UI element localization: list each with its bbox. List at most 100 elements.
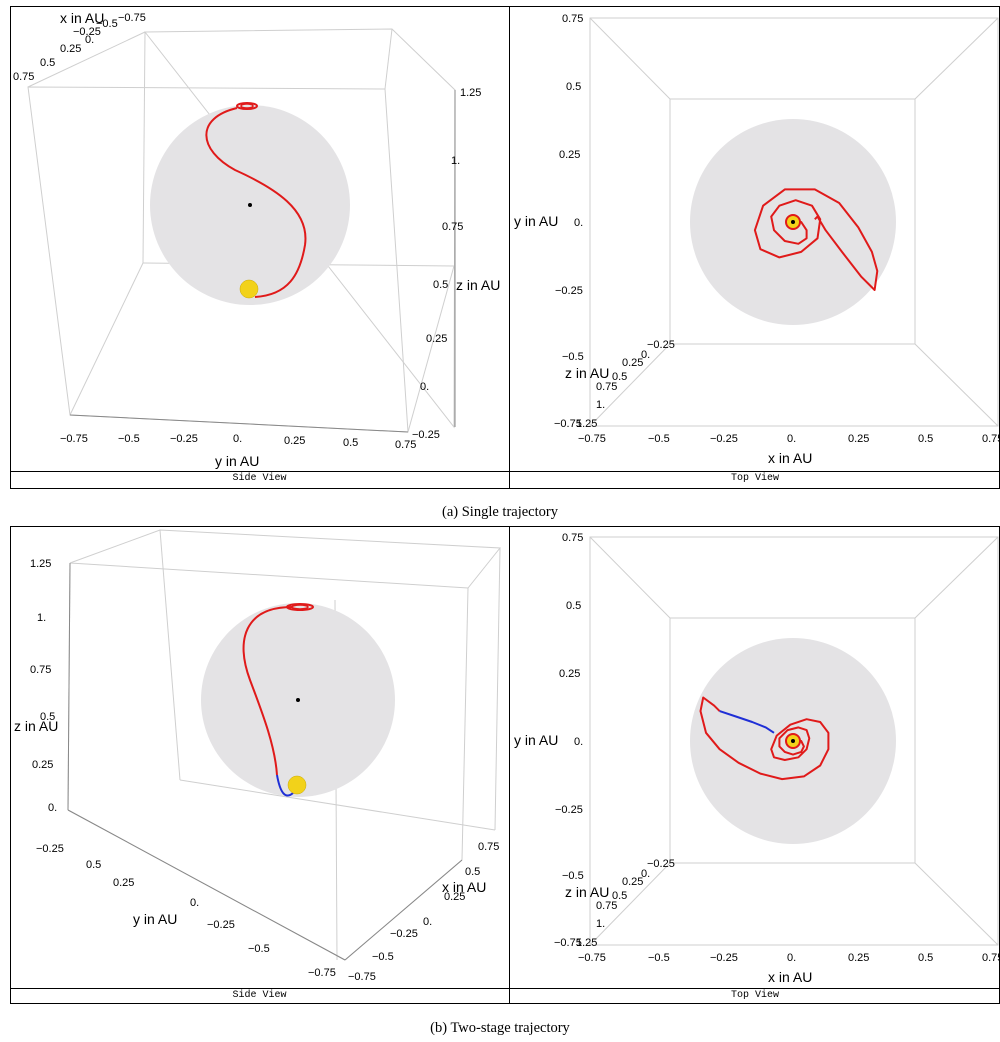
x-tick-label: 0. — [85, 34, 94, 46]
x-tick-label: 0.75 — [13, 71, 34, 83]
z-tick-label: 0.75 — [596, 381, 617, 393]
z-tick-label: −0.25 — [647, 858, 675, 870]
caption-b: (b) Two-stage trajectory — [430, 1020, 570, 1036]
y-tick-label: 0.5 — [86, 859, 101, 871]
y-tick-label: −0.25 — [170, 433, 198, 445]
z-tick-label: 0. — [420, 381, 429, 393]
z-tick-label: 0.25 — [32, 759, 53, 771]
z-tick-label: 0. — [48, 802, 57, 814]
x-tick-label: −0.25 — [73, 26, 101, 38]
x-axis-title: x in AU — [768, 969, 812, 985]
x-tick-label: −0.5 — [372, 951, 394, 963]
z-tick-label: 0.5 — [612, 890, 627, 902]
y-tick-label: 0.25 — [113, 877, 134, 889]
z-tick-label: 1.25 — [30, 558, 51, 570]
x-axis-title: x in AU — [768, 450, 812, 466]
y-tick-label: 0.75 — [395, 439, 416, 451]
z-tick-label: 0.5 — [40, 711, 55, 723]
z-tick-label: −0.25 — [647, 339, 675, 351]
y-tick-label: −0.5 — [118, 433, 140, 445]
x-tick-label: 0.5 — [40, 57, 55, 69]
figure-a-divider — [509, 6, 510, 489]
x-tick-label: −0.5 — [96, 18, 118, 30]
x-tick-label: 0.5 — [918, 952, 933, 964]
x-tick-label: 0.25 — [60, 43, 81, 55]
y-axis-title: y in AU — [133, 911, 177, 927]
z-tick-label: 0.75 — [30, 664, 51, 676]
y-tick-label: 0.25 — [284, 435, 305, 447]
y-axis-title: y in AU — [215, 453, 259, 469]
x-tick-label: 0.25 — [848, 433, 869, 445]
x-tick-label: 0. — [787, 952, 796, 964]
view-label-top: Top View — [730, 473, 779, 484]
x-tick-label: 0. — [423, 916, 432, 928]
z-tick-label: 1.25 — [460, 87, 481, 99]
y-tick-label: −0.25 — [555, 285, 583, 297]
z-tick-label: 1. — [37, 612, 46, 624]
y-tick-label: 0.25 — [559, 668, 580, 680]
x-tick-label: 0.5 — [918, 433, 933, 445]
y-axis-title: y in AU — [514, 732, 558, 748]
z-tick-label: −0.25 — [412, 429, 440, 441]
y-tick-label: 0. — [190, 897, 199, 909]
y-tick-label: 0. — [574, 736, 583, 748]
z-axis-title: z in AU — [565, 884, 609, 900]
z-tick-label: 1. — [596, 918, 605, 930]
y-tick-label: −0.5 — [562, 351, 584, 363]
caption-a: (a) Single trajectory — [442, 504, 558, 520]
z-tick-label: 0.5 — [612, 371, 627, 383]
x-tick-label: 0. — [787, 433, 796, 445]
y-tick-label: −0.5 — [248, 943, 270, 955]
view-label-top: Top View — [730, 990, 779, 1001]
z-axis-title: z in AU — [456, 277, 500, 293]
y-tick-label: 0.5 — [343, 437, 358, 449]
z-tick-label: 1. — [596, 399, 605, 411]
z-axis-title: z in AU — [14, 718, 58, 734]
y-tick-label: 0.25 — [559, 149, 580, 161]
figure-b-divider — [509, 526, 510, 1004]
figure-b-label-rule — [10, 988, 1000, 989]
x-tick-label: 0.75 — [982, 433, 1000, 445]
x-tick-label: −0.75 — [348, 971, 376, 983]
z-tick-label: 0. — [641, 349, 650, 361]
x-tick-label: −0.75 — [118, 12, 146, 24]
y-tick-label: −0.5 — [562, 870, 584, 882]
x-tick-label: 0.25 — [848, 952, 869, 964]
x-tick-label: 0.75 — [478, 841, 499, 853]
y-tick-label: 0.5 — [566, 81, 581, 93]
y-tick-label: −0.25 — [207, 919, 235, 931]
z-tick-label: 1.25 — [576, 418, 597, 430]
x-tick-label: −0.75 — [578, 952, 606, 964]
z-tick-label: −0.25 — [36, 843, 64, 855]
x-tick-label: 0.75 — [982, 952, 1000, 964]
y-tick-label: −0.25 — [555, 804, 583, 816]
z-tick-label: 0.75 — [442, 221, 463, 233]
y-tick-label: −0.75 — [554, 418, 582, 430]
figure-a-label-rule — [10, 471, 1000, 472]
z-tick-label: 0.5 — [433, 279, 448, 291]
view-label-side: Side View — [232, 473, 287, 484]
z-axis-title: z in AU — [565, 365, 609, 381]
y-tick-label: 0.75 — [562, 532, 583, 544]
x-axis-title: x in AU — [442, 879, 486, 895]
x-tick-label: −0.75 — [578, 433, 606, 445]
x-tick-label: 0.25 — [444, 891, 465, 903]
view-label-side: Side View — [232, 990, 287, 1001]
z-tick-label: 1.25 — [576, 937, 597, 949]
y-tick-label: −0.75 — [60, 433, 88, 445]
y-tick-label: −0.75 — [308, 967, 336, 979]
x-tick-label: −0.25 — [710, 433, 738, 445]
x-tick-label: −0.5 — [648, 433, 670, 445]
x-tick-label: 0.5 — [465, 866, 480, 878]
y-tick-label: −0.75 — [554, 937, 582, 949]
y-tick-label: 0.5 — [566, 600, 581, 612]
y-tick-label: 0. — [574, 217, 583, 229]
x-tick-label: −0.25 — [710, 952, 738, 964]
x-tick-label: −0.5 — [648, 952, 670, 964]
y-tick-label: 0.75 — [562, 13, 583, 25]
y-axis-title: y in AU — [514, 213, 558, 229]
